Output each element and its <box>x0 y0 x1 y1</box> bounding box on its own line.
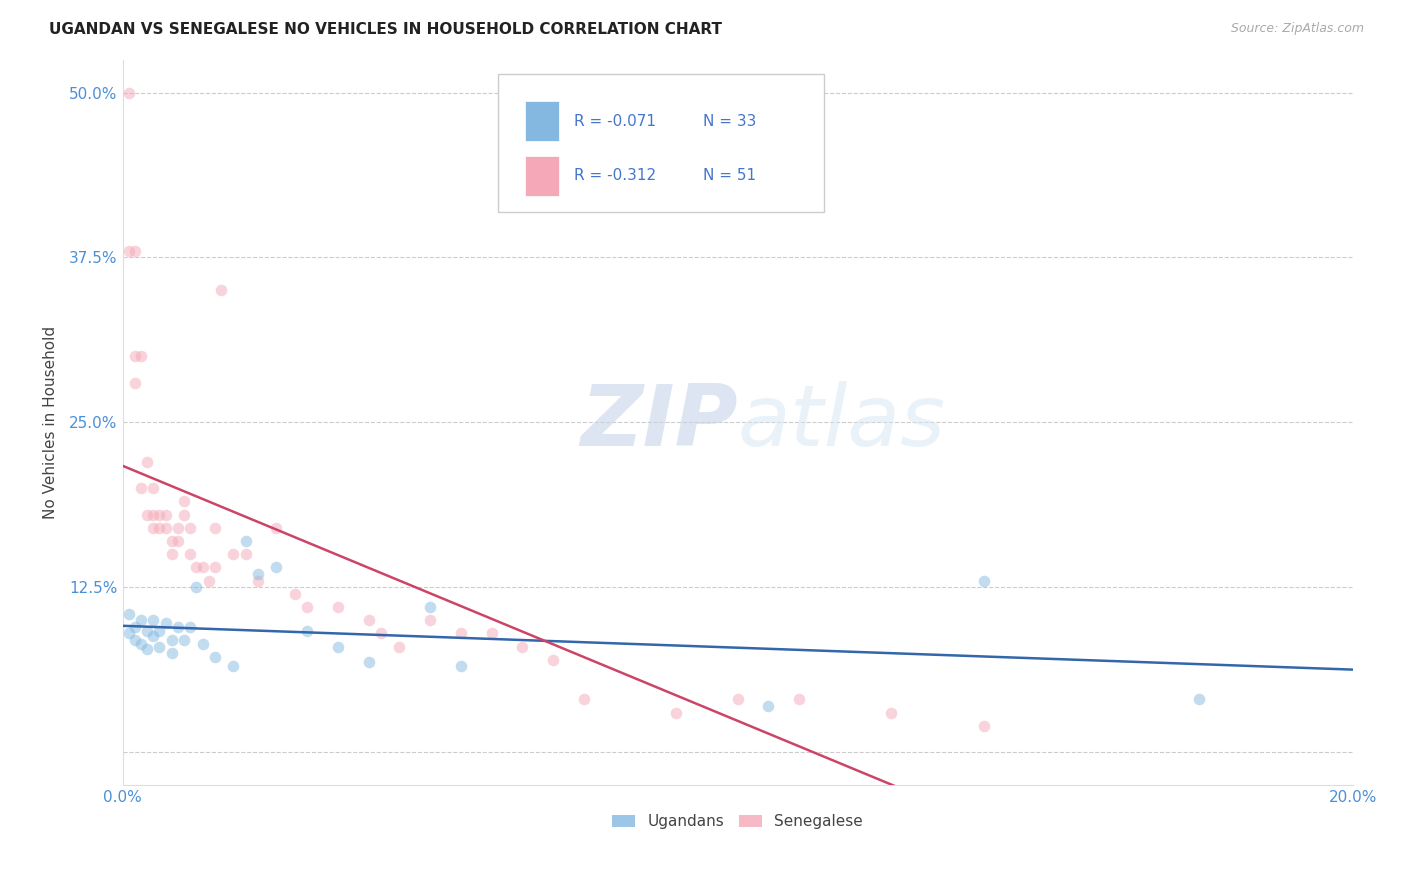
Point <box>160 632 183 647</box>
Point <box>148 508 170 522</box>
Point <box>148 640 170 654</box>
Text: UGANDAN VS SENEGALESE NO VEHICLES IN HOUSEHOLD CORRELATION CHART: UGANDAN VS SENEGALESE NO VEHICLES IN HOU… <box>49 22 723 37</box>
Point <box>160 547 183 561</box>
Point <box>142 629 165 643</box>
Point <box>572 692 595 706</box>
Point <box>142 481 165 495</box>
Point <box>357 613 380 627</box>
Point <box>179 620 201 634</box>
Point <box>129 481 152 495</box>
Legend: Ugandans, Senegalese: Ugandans, Senegalese <box>606 808 869 836</box>
Point <box>136 455 159 469</box>
Point <box>204 521 226 535</box>
Text: ZIP: ZIP <box>581 381 738 464</box>
Y-axis label: No Vehicles in Household: No Vehicles in Household <box>44 326 58 519</box>
Point <box>124 376 146 390</box>
Point <box>787 692 810 706</box>
Point <box>148 521 170 535</box>
Text: N = 33: N = 33 <box>703 114 756 128</box>
Point <box>173 632 195 647</box>
Point <box>295 624 318 638</box>
Point <box>450 626 472 640</box>
Point <box>481 626 503 640</box>
Text: N = 51: N = 51 <box>703 169 756 183</box>
Point <box>222 659 245 673</box>
Point <box>209 284 232 298</box>
Point <box>326 640 349 654</box>
Point <box>155 508 177 522</box>
Point <box>186 560 208 574</box>
Point <box>167 620 190 634</box>
Point <box>129 637 152 651</box>
Point <box>204 560 226 574</box>
Point <box>186 580 208 594</box>
Point <box>118 607 141 621</box>
Point <box>419 600 441 615</box>
Point <box>973 719 995 733</box>
Point <box>155 521 177 535</box>
Point <box>191 560 214 574</box>
Point <box>118 244 141 258</box>
Point <box>450 659 472 673</box>
Text: R = -0.312: R = -0.312 <box>574 169 657 183</box>
FancyBboxPatch shape <box>524 156 560 195</box>
Point <box>155 615 177 630</box>
Point <box>191 637 214 651</box>
Point <box>160 646 183 660</box>
Point <box>160 534 183 549</box>
Point <box>246 574 269 588</box>
Text: atlas: atlas <box>738 381 946 464</box>
Point <box>266 560 288 574</box>
Point <box>222 547 245 561</box>
Point <box>357 656 380 670</box>
Point <box>148 624 170 638</box>
Point <box>246 567 269 582</box>
Point <box>124 632 146 647</box>
Point <box>179 521 201 535</box>
Point <box>235 534 257 549</box>
Point <box>136 642 159 657</box>
FancyBboxPatch shape <box>498 74 824 212</box>
Point <box>173 508 195 522</box>
Point <box>284 587 307 601</box>
Point <box>142 613 165 627</box>
Point <box>142 521 165 535</box>
Point <box>266 521 288 535</box>
FancyBboxPatch shape <box>524 102 560 141</box>
Point <box>118 626 141 640</box>
Point <box>1188 692 1211 706</box>
Point <box>665 706 688 720</box>
Point <box>419 613 441 627</box>
Point <box>235 547 257 561</box>
Point <box>124 244 146 258</box>
Point <box>129 350 152 364</box>
Point <box>136 508 159 522</box>
Point <box>326 600 349 615</box>
Point <box>541 653 564 667</box>
Point <box>512 640 534 654</box>
Point <box>197 574 219 588</box>
Point <box>758 698 780 713</box>
Point <box>142 508 165 522</box>
Text: R = -0.071: R = -0.071 <box>574 114 657 128</box>
Point <box>124 350 146 364</box>
Point <box>370 626 392 640</box>
Point <box>118 86 141 100</box>
Point <box>880 706 903 720</box>
Point <box>204 650 226 665</box>
Point <box>136 624 159 638</box>
Point <box>167 521 190 535</box>
Point <box>173 494 195 508</box>
Point <box>295 600 318 615</box>
Point <box>179 547 201 561</box>
Point <box>727 692 749 706</box>
Point <box>124 620 146 634</box>
Text: Source: ZipAtlas.com: Source: ZipAtlas.com <box>1230 22 1364 36</box>
Point <box>167 534 190 549</box>
Point <box>973 574 995 588</box>
Point <box>129 613 152 627</box>
Point <box>388 640 411 654</box>
